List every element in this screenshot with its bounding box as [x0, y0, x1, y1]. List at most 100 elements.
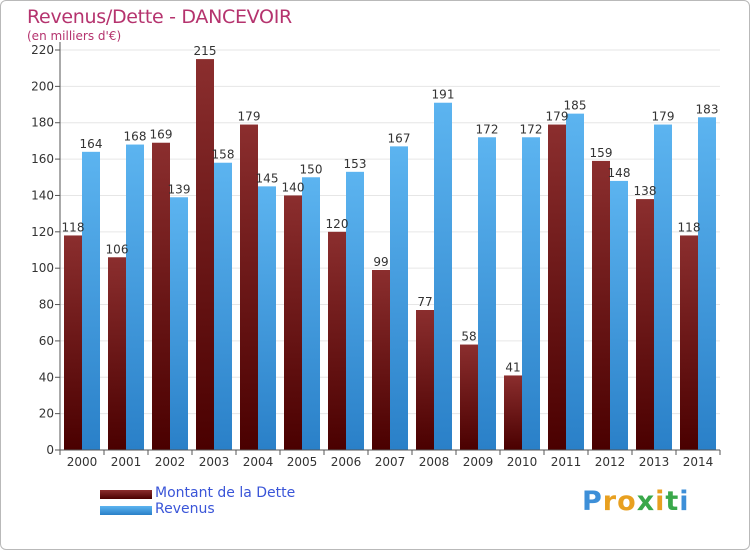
y-tick-label: 40	[39, 370, 54, 384]
bar-revenus	[214, 162, 232, 450]
bar-dette	[372, 270, 390, 450]
bar-dette	[108, 257, 126, 450]
data-label: 145	[256, 171, 279, 185]
x-tick-label: 2012	[595, 455, 626, 469]
x-tick-label: 2011	[551, 455, 582, 469]
logo-letter: o	[617, 486, 637, 517]
bar-dette	[240, 124, 258, 450]
data-label: 41	[505, 360, 520, 374]
data-label: 172	[476, 122, 499, 136]
y-tick-label: 180	[31, 116, 54, 130]
x-tick-label: 2014	[683, 455, 714, 469]
bar-dette	[504, 375, 522, 450]
bar-dette	[196, 59, 214, 450]
chart-subtitle: (en milliers d'€)	[27, 29, 122, 43]
legend-swatch-revenus	[100, 506, 152, 515]
y-tick-label: 200	[31, 79, 54, 93]
bar-revenus	[126, 144, 144, 450]
x-tick-label: 2004	[243, 455, 274, 469]
x-tick-label: 2010	[507, 455, 538, 469]
bar-revenus	[654, 124, 672, 450]
bar-revenus	[302, 177, 320, 451]
data-label: 120	[326, 217, 349, 231]
axes: 0 20 40 60 80 100 120 140 160 180 200 220 2000 2001 20…	[31, 42, 721, 469]
legend-label-revenus: Revenus	[155, 501, 215, 517]
bar-revenus	[698, 117, 716, 450]
data-label: 172	[520, 122, 543, 136]
data-label: 185	[564, 99, 587, 113]
y-tick-label: 140	[31, 188, 54, 202]
y-tick-label: 160	[31, 152, 54, 166]
data-label: 167	[388, 131, 411, 145]
y-tick-label: 120	[31, 225, 54, 239]
bar-dette	[592, 160, 610, 450]
data-label: 77	[417, 295, 432, 309]
data-label: 148	[608, 166, 631, 180]
chart-title: Revenus/Dette - DANCEVOIR	[27, 6, 292, 28]
data-label: 179	[238, 110, 261, 124]
data-label: 159	[590, 146, 613, 160]
data-label: 140	[282, 180, 305, 194]
logo-letter: P	[582, 486, 603, 517]
bar-dette	[152, 142, 170, 450]
bar-dette	[416, 310, 434, 450]
data-label: 153	[344, 157, 367, 171]
data-label: 179	[546, 110, 569, 124]
proxiti-logo: Proxiti	[582, 486, 690, 517]
bar-revenus	[258, 186, 276, 450]
bar-dette	[64, 235, 82, 450]
bar-revenus	[346, 171, 364, 450]
logo-letter: i	[655, 486, 666, 517]
bar-revenus	[390, 146, 408, 450]
bar-revenus	[566, 113, 584, 451]
x-tick-label: 2009	[463, 455, 494, 469]
y-tick-label: 80	[39, 298, 54, 312]
y-tick-label: 0	[46, 443, 54, 457]
data-label: 158	[212, 148, 235, 162]
legend-swatch-dette	[100, 490, 152, 499]
data-label: 168	[124, 130, 147, 144]
y-tick-label: 100	[31, 261, 54, 275]
bar-dette	[680, 235, 698, 450]
data-label: 99	[373, 255, 388, 269]
data-label: 191	[432, 88, 455, 102]
logo-letter: x	[636, 486, 656, 517]
legend-label-dette: Montant de la Dette	[155, 485, 296, 501]
y-tick-label: 60	[39, 334, 54, 348]
x-tick-label: 2005	[287, 455, 318, 469]
bar-dette	[636, 199, 654, 450]
x-tick-label: 2002	[155, 455, 186, 469]
data-label: 215	[194, 44, 217, 58]
logo-letter: r	[602, 486, 618, 517]
x-tick-label: 2013	[639, 455, 670, 469]
data-label: 58	[461, 330, 476, 344]
data-label: 118	[678, 220, 701, 234]
data-label: 164	[80, 137, 103, 151]
data-label: 138	[634, 184, 657, 198]
y-tick-label: 220	[31, 43, 54, 57]
x-tick-label: 2003	[199, 455, 230, 469]
logo-letter: i	[679, 486, 690, 517]
bars	[64, 59, 716, 451]
bar-revenus	[522, 137, 540, 451]
data-label: 169	[150, 128, 173, 142]
data-label: 179	[652, 110, 675, 124]
x-tick-label: 2008	[419, 455, 450, 469]
data-label: 118	[62, 220, 85, 234]
data-label: 106	[106, 242, 129, 256]
x-tick-label: 2001	[111, 455, 142, 469]
x-tick-label: 2000	[67, 455, 98, 469]
bar-revenus	[82, 151, 100, 450]
x-tick-label: 2007	[375, 455, 406, 469]
data-label: 139	[168, 182, 191, 196]
bar-dette	[548, 124, 566, 450]
bar-dette	[328, 231, 346, 450]
x-tick-label: 2006	[331, 455, 362, 469]
logo-letter: t	[665, 486, 680, 517]
data-label: 150	[300, 162, 323, 176]
y-tick-label: 20	[39, 407, 54, 421]
bar-revenus	[610, 180, 628, 450]
bar-dette	[284, 195, 302, 450]
